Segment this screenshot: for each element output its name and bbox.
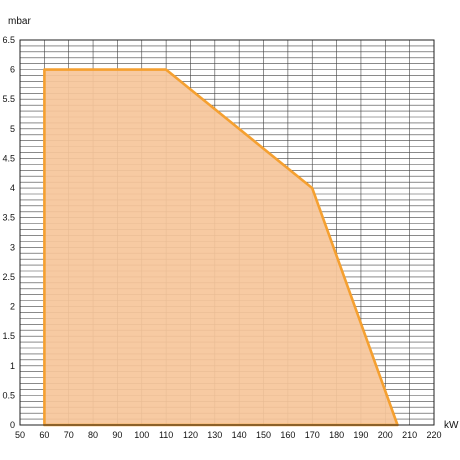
x-tick-label: 70 bbox=[64, 430, 74, 440]
y-tick-label: 3 bbox=[10, 242, 15, 252]
x-tick-label: 100 bbox=[134, 430, 149, 440]
x-tick-label: 80 bbox=[88, 430, 98, 440]
x-axis-label: kW bbox=[444, 420, 459, 431]
y-axis-label: mbar bbox=[8, 16, 31, 27]
x-tick-label: 90 bbox=[112, 430, 122, 440]
y-tick-label: 4.5 bbox=[2, 153, 15, 163]
x-tick-label: 160 bbox=[280, 430, 295, 440]
x-tick-label: 220 bbox=[426, 430, 441, 440]
y-tick-label: 5.5 bbox=[2, 94, 15, 104]
x-tick-label: 210 bbox=[402, 430, 417, 440]
x-tick-label: 120 bbox=[183, 430, 198, 440]
y-tick-label: 0.5 bbox=[2, 390, 15, 400]
y-tick-label: 3.5 bbox=[2, 213, 15, 223]
x-tick-label: 150 bbox=[256, 430, 271, 440]
y-tick-label: 2 bbox=[10, 302, 15, 312]
y-tick-label: 4 bbox=[10, 183, 15, 193]
y-tick-label: 1.5 bbox=[2, 331, 15, 341]
y-tick-label: 0 bbox=[10, 420, 15, 430]
x-tick-label: 170 bbox=[305, 430, 320, 440]
y-tick-label: 6 bbox=[10, 65, 15, 75]
x-axis-ticks: 50 60 70 80 90 100 110 120 130 140 150 160 170 180 190… bbox=[15, 430, 442, 440]
y-tick-label: 2.5 bbox=[2, 272, 15, 282]
y-tick-label: 1 bbox=[10, 361, 15, 371]
x-tick-label: 110 bbox=[159, 430, 173, 440]
y-tick-label: 5 bbox=[10, 124, 15, 134]
y-tick-label: 6.5 bbox=[2, 35, 15, 45]
x-tick-label: 190 bbox=[353, 430, 368, 440]
y-axis-ticks: 0 0.5 1 1.5 2 2.5 3 3.5 4 4.5 5 5.5 6 6.5 bbox=[2, 35, 15, 430]
x-tick-label: 140 bbox=[232, 430, 247, 440]
x-tick-label: 180 bbox=[329, 430, 344, 440]
x-tick-label: 130 bbox=[207, 430, 222, 440]
x-tick-label: 50 bbox=[15, 430, 25, 440]
x-tick-label: 200 bbox=[378, 430, 393, 440]
plot-frame bbox=[19, 39, 435, 426]
x-tick-label: 60 bbox=[39, 430, 49, 440]
